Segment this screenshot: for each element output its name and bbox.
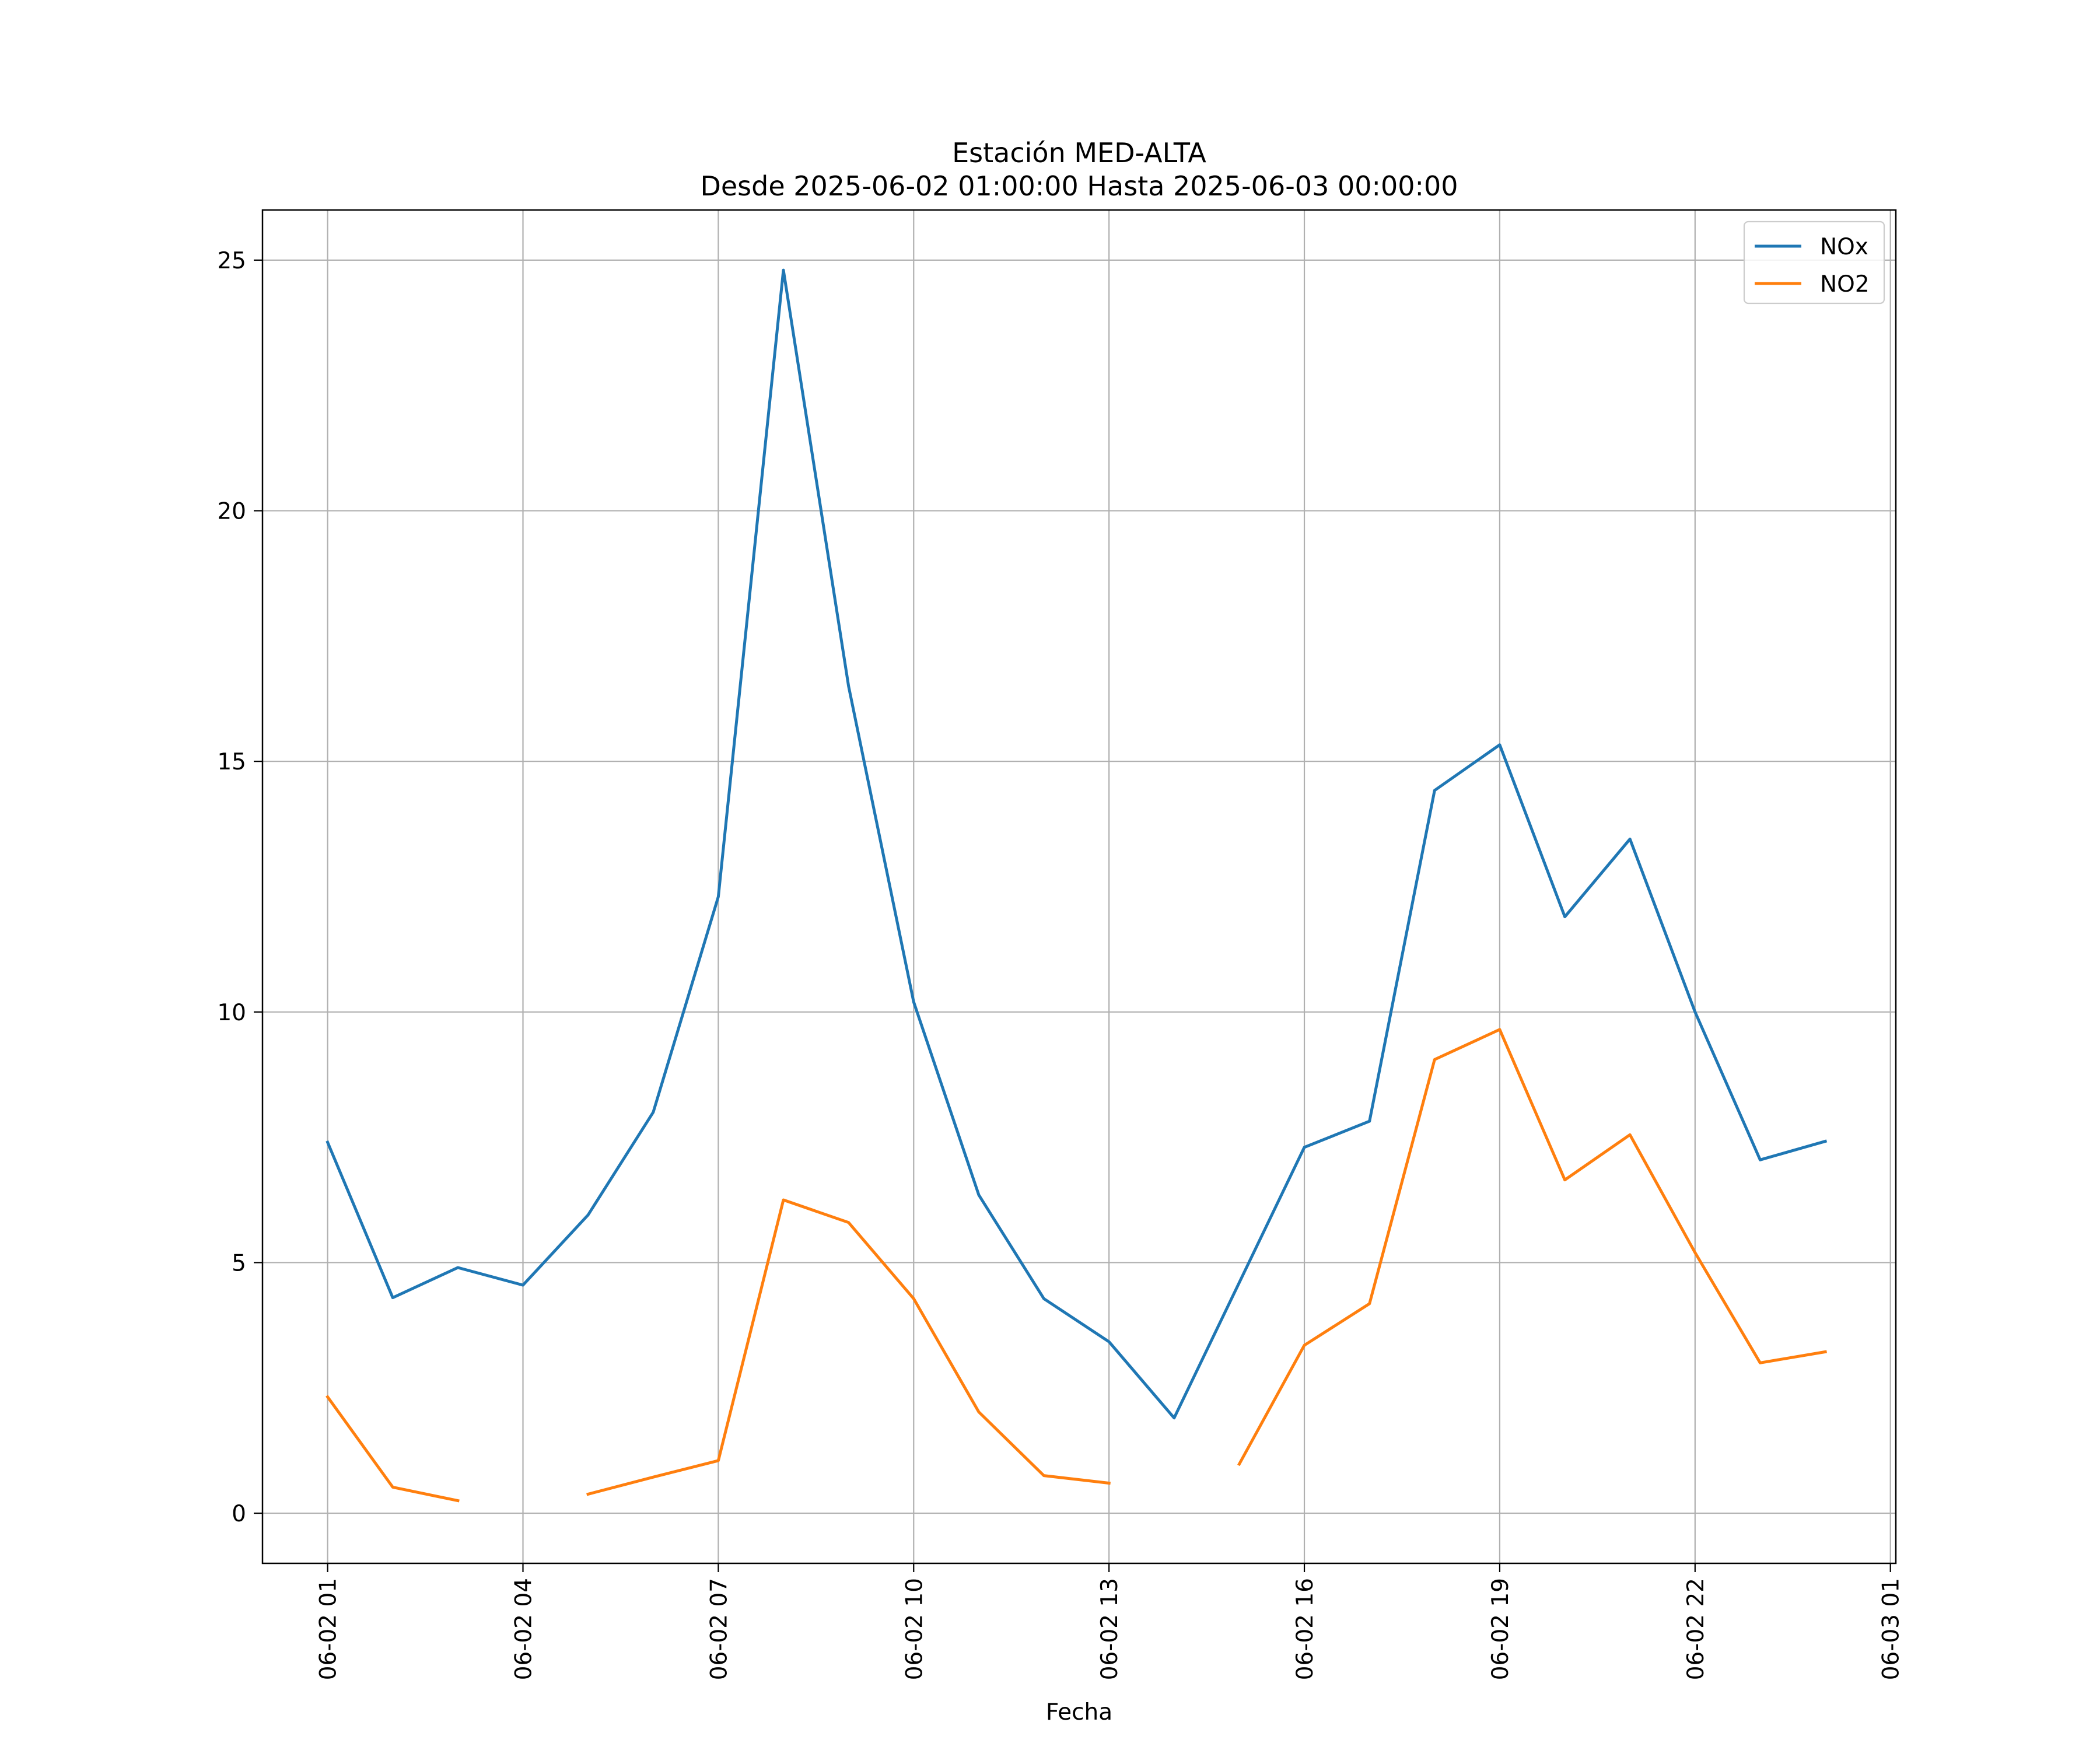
x-axis-label: Fecha — [1046, 1699, 1112, 1726]
x-tick-label: 06-02 04 — [511, 1578, 537, 1680]
grid-lines — [262, 210, 1896, 1563]
y-axis-ticks: 0 5 10 15 20 25 — [217, 248, 262, 1527]
x-tick-label: 06-02 13 — [1097, 1578, 1123, 1680]
x-tick-label: 06-02 19 — [1488, 1578, 1514, 1680]
series-line-no2 — [326, 1028, 1827, 1503]
y-tick-label: 5 — [232, 1250, 246, 1276]
legend-label-nox: NOx — [1820, 234, 1868, 260]
y-tick-label: 10 — [217, 1000, 246, 1026]
x-tick-label: 06-02 10 — [901, 1578, 928, 1680]
plot-area-frame — [261, 209, 1897, 1564]
x-axis-ticks: 06-02 01 06-02 04 06-02 07 06-02 10 06-02 13… — [316, 1563, 1905, 1680]
y-tick-label: 15 — [217, 749, 246, 775]
x-tick-label: 06-02 07 — [706, 1578, 732, 1680]
y-tick-label: 25 — [217, 248, 246, 274]
y-tick-label: 20 — [217, 499, 246, 525]
x-tick-label: 06-02 01 — [316, 1578, 342, 1680]
legend-label-no2: NO2 — [1820, 271, 1870, 298]
chart-title: Estación MED-ALTA — [952, 137, 1206, 169]
chart-subtitle: Desde 2025-06-02 01:00:00 Hasta 2025-06-… — [700, 170, 1458, 202]
x-tick-label: 06-02 22 — [1683, 1578, 1709, 1680]
legend: NOx NO2 — [1743, 220, 1885, 304]
series-line-nox — [326, 268, 1828, 1420]
series-lines — [326, 268, 1828, 1503]
x-tick-label: 06-03 01 — [1878, 1578, 1905, 1680]
y-tick-label: 0 — [232, 1501, 246, 1527]
x-tick-label: 06-02 16 — [1292, 1578, 1318, 1680]
